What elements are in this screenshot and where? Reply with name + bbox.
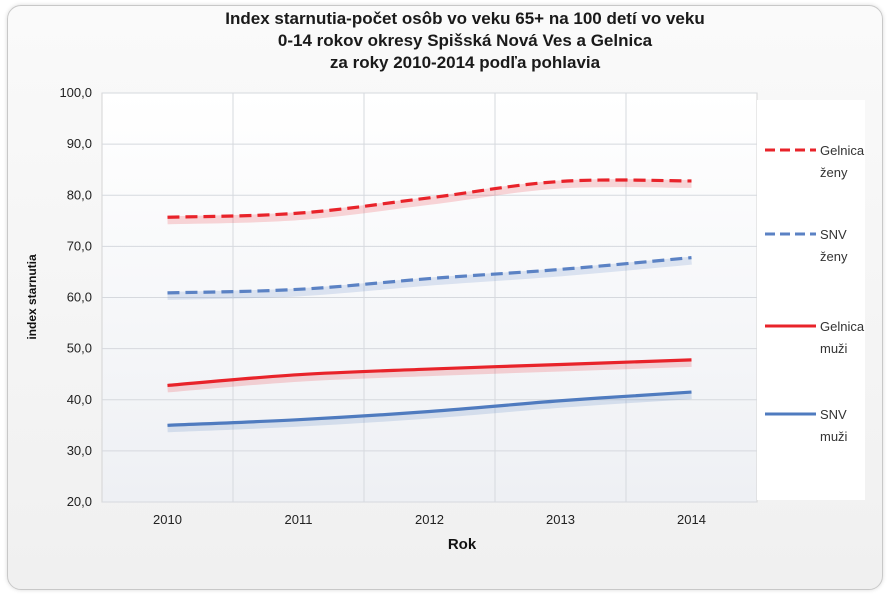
x-axis-ticks: 2010 2011 2012 2013 2014 — [153, 512, 706, 527]
legend-entry-label: ženy — [820, 165, 848, 180]
y-tick-label: 100,0 — [59, 85, 92, 100]
legend-entry-label: Gelnica — [820, 143, 865, 158]
series-line-3 — [167, 390, 692, 427]
legend-entry-label: SNV — [820, 227, 847, 242]
series-line-shadow — [167, 178, 692, 225]
series-line-1 — [167, 256, 692, 295]
legend-entry-label: muži — [820, 341, 848, 356]
y-tick-label: 20,0 — [67, 494, 92, 509]
series-line-shadow — [167, 391, 692, 433]
y-tick-label: 40,0 — [67, 392, 92, 407]
y-tick-label: 60,0 — [67, 290, 92, 305]
legend-entry-label: Gelnica — [820, 319, 865, 334]
x-tick-label: 2013 — [546, 512, 575, 527]
chart-title-line-3: za roky 2010-2014 podľa pohlavia — [330, 53, 601, 72]
x-tick-label: 2012 — [415, 512, 444, 527]
y-tick-label: 30,0 — [67, 443, 92, 458]
x-axis-title: Rok — [448, 536, 477, 553]
y-axis-title: index starnutia — [25, 254, 39, 340]
y-tick-label: 80,0 — [67, 187, 92, 202]
legend-box — [757, 100, 865, 500]
series-line-shadow — [167, 256, 692, 300]
x-tick-label: 2010 — [153, 512, 182, 527]
series-line-2 — [167, 358, 692, 388]
y-tick-label: 50,0 — [67, 341, 92, 356]
y-axis-ticks: 20,0 30,0 40,0 50,0 60,0 70,0 80,0 90,0 100,0 — [59, 85, 92, 509]
x-tick-label: 2014 — [677, 512, 706, 527]
y-tick-label: 90,0 — [67, 136, 92, 151]
grid-lines — [102, 92, 757, 503]
series-line-shadow — [167, 358, 692, 393]
y-tick-label: 70,0 — [67, 238, 92, 253]
chart-title-line-1: Index starnutia-počet osôb vo veku 65+ n… — [225, 9, 704, 28]
legend-entry-label: SNV — [820, 407, 847, 422]
legend-entry-label: ženy — [820, 249, 848, 264]
x-tick-label: 2011 — [285, 512, 313, 527]
legend: Gelnica ženy SNV ženy Gelnica muži SNV muži — [765, 143, 865, 444]
series-line-0 — [167, 178, 692, 219]
chart-title-line-2: 0-14 rokov okresy Spišská Nová Ves a Gel… — [278, 31, 653, 50]
series-lines — [167, 178, 692, 433]
legend-entry-label: muži — [820, 429, 848, 444]
